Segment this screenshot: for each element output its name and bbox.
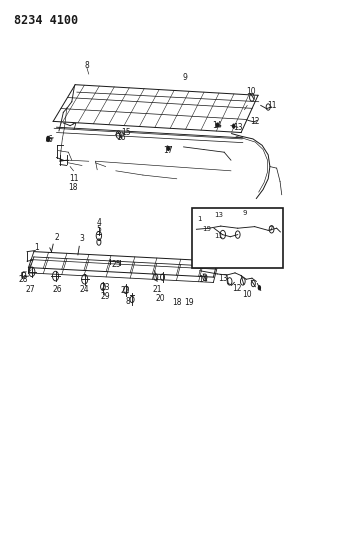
Text: 13: 13 bbox=[233, 123, 242, 132]
Text: 13: 13 bbox=[215, 212, 224, 218]
Text: 12: 12 bbox=[232, 284, 242, 293]
Text: 13: 13 bbox=[219, 274, 228, 283]
Text: 14: 14 bbox=[212, 121, 222, 130]
Text: 3: 3 bbox=[80, 234, 84, 243]
Text: 7: 7 bbox=[71, 123, 76, 132]
Text: 16: 16 bbox=[116, 133, 126, 142]
Text: 25: 25 bbox=[111, 260, 121, 269]
Text: 4: 4 bbox=[97, 219, 101, 228]
Text: 8: 8 bbox=[85, 61, 89, 70]
Text: 8: 8 bbox=[125, 296, 130, 305]
Text: 29: 29 bbox=[101, 292, 110, 301]
Text: 20: 20 bbox=[156, 294, 165, 303]
Text: 28: 28 bbox=[19, 274, 29, 284]
Text: 19: 19 bbox=[184, 298, 193, 307]
Text: 18: 18 bbox=[68, 183, 78, 192]
Text: 15: 15 bbox=[121, 128, 131, 137]
Text: 5: 5 bbox=[97, 225, 101, 234]
Text: 17: 17 bbox=[164, 146, 173, 155]
Bar bbox=[192, 208, 284, 268]
Text: 1: 1 bbox=[197, 216, 202, 222]
Text: 22: 22 bbox=[121, 286, 130, 295]
Text: 27: 27 bbox=[26, 285, 35, 294]
Text: 6: 6 bbox=[47, 135, 52, 144]
Text: 14: 14 bbox=[198, 274, 208, 284]
Text: 9: 9 bbox=[183, 73, 188, 82]
Circle shape bbox=[258, 285, 261, 290]
Text: 11: 11 bbox=[214, 233, 223, 239]
Circle shape bbox=[232, 124, 235, 129]
Circle shape bbox=[216, 123, 219, 128]
Text: 7: 7 bbox=[269, 227, 273, 232]
Text: 19: 19 bbox=[202, 227, 211, 232]
Text: 10: 10 bbox=[246, 86, 256, 95]
Text: 11: 11 bbox=[69, 174, 78, 183]
Circle shape bbox=[46, 136, 50, 142]
Text: 2: 2 bbox=[54, 233, 59, 242]
Text: 24: 24 bbox=[80, 285, 89, 294]
Text: 26: 26 bbox=[53, 285, 63, 294]
Text: 9: 9 bbox=[242, 211, 247, 216]
Text: 10: 10 bbox=[242, 289, 252, 298]
Circle shape bbox=[167, 146, 170, 151]
Text: 11: 11 bbox=[267, 101, 276, 110]
Text: 21: 21 bbox=[152, 285, 162, 294]
Text: 12: 12 bbox=[250, 117, 259, 126]
Text: 8234 4100: 8234 4100 bbox=[14, 14, 78, 27]
Text: 23: 23 bbox=[100, 283, 110, 292]
Text: 1: 1 bbox=[34, 244, 39, 253]
Text: 18: 18 bbox=[172, 298, 182, 307]
